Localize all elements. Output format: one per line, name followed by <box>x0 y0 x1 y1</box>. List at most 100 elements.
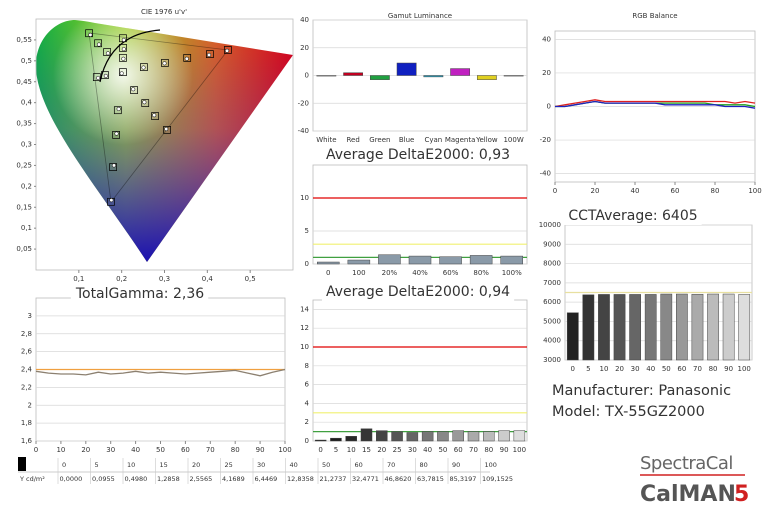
table-cell: 32,4771 <box>352 475 379 483</box>
x-tick-label: Red <box>346 136 359 144</box>
x-tick-label: 60 <box>454 446 463 454</box>
bar <box>408 255 432 265</box>
y-tick-label: -20 <box>540 136 551 144</box>
target-point <box>112 131 120 139</box>
x-tick-label: 20% <box>382 269 398 277</box>
y-tick-label: 2 <box>305 418 309 426</box>
y-tick-label: 0,1 <box>21 224 32 232</box>
bar <box>476 75 497 80</box>
target-point <box>119 68 127 76</box>
x-tick-label: 70 <box>693 365 702 373</box>
table-cell: 4,1689 <box>222 475 245 483</box>
measured-point <box>184 56 189 61</box>
y-tick-label: 5 <box>305 227 309 235</box>
measured-point <box>116 106 121 111</box>
series-line <box>554 99 756 108</box>
x-tick-label: 60 <box>671 187 680 195</box>
target-point <box>119 44 127 52</box>
x-tick-label: 100W <box>503 136 523 144</box>
y-tick-label: 3 <box>28 312 32 320</box>
bar <box>660 293 673 361</box>
target-point <box>92 73 101 81</box>
series-line <box>555 100 756 108</box>
bar <box>396 62 417 76</box>
y-tick-label: 14 <box>300 305 309 313</box>
target-point <box>130 86 138 94</box>
table-header: 30 <box>257 461 265 469</box>
chart-panel: 1,61,822,22,42,62,830 10 20 30 40 50 60 70 80 90 1… <box>21 285 292 454</box>
measured-point <box>105 51 111 56</box>
table-header: 0 <box>62 461 66 469</box>
bar <box>369 75 390 80</box>
y-tick-label: 2,4 <box>21 366 33 374</box>
measured-point <box>142 100 147 105</box>
x-tick-label: 80 <box>231 446 240 454</box>
y-tick-label: 0,4 <box>21 99 33 107</box>
x-tick-label: 90 <box>724 365 733 373</box>
measured-point <box>109 198 114 203</box>
bar <box>330 437 342 442</box>
measured-point <box>164 126 169 132</box>
x-tick-label: 0,4 <box>202 275 214 283</box>
plot-frame <box>312 164 528 265</box>
table-cell: 109,1525 <box>482 475 513 483</box>
table-header: 10 <box>127 461 135 469</box>
chart-title: Gamut Luminance <box>388 12 452 20</box>
target-point <box>183 54 192 62</box>
y-tick-label: 4000 <box>543 337 561 345</box>
plot-frame <box>312 299 528 442</box>
bar <box>498 430 510 442</box>
model: Model: TX-55GZ2000 <box>552 404 705 420</box>
x-tick-label: 20 <box>81 446 90 454</box>
logo-brand: SpectraCal <box>640 453 733 474</box>
table-header: 40 <box>290 461 298 469</box>
y-tick-label: 10000 <box>539 221 561 229</box>
series-line <box>555 100 756 109</box>
bar <box>469 255 493 265</box>
x-tick-label: 20 <box>591 187 600 195</box>
measured-point <box>141 65 146 70</box>
table-header: 100 <box>485 461 497 469</box>
x-tick-label: 90 <box>500 446 509 454</box>
swatch <box>18 457 26 471</box>
table-cell: 2,5565 <box>190 475 213 483</box>
measured-point <box>103 73 108 78</box>
bar <box>722 293 735 361</box>
target-point <box>141 99 150 107</box>
y-tick-label: 9000 <box>543 240 561 248</box>
bar <box>391 431 403 442</box>
x-tick-label: 0,3 <box>159 275 170 283</box>
table-header: 60 <box>355 461 363 469</box>
bar <box>317 261 340 265</box>
y-tick-label: -20 <box>298 99 309 107</box>
x-tick-label: 40% <box>412 269 428 277</box>
y-tick-label: 2,8 <box>21 330 32 338</box>
bar <box>691 293 704 361</box>
x-tick-label: 60% <box>443 269 459 277</box>
table-cell: 63,7815 <box>417 475 444 483</box>
table-header: 5 <box>95 461 99 469</box>
chart-panel: 3000 4000 5000 6000 7000 8000 9000 10000 0 5 10 20 3… <box>539 207 753 373</box>
table-header: 70 <box>387 461 395 469</box>
measured-point <box>119 71 124 76</box>
y-tick-label: 40 <box>300 16 309 24</box>
y-tick-label: 0,5 <box>21 57 32 65</box>
target-point <box>224 46 232 54</box>
bar <box>452 430 464 442</box>
x-tick-label: Magenta <box>445 136 476 144</box>
bar <box>378 254 401 265</box>
bar <box>314 439 327 442</box>
y-tick-label: 2,6 <box>21 348 33 356</box>
x-tick-label: 25 <box>393 446 402 454</box>
target-point <box>94 39 102 48</box>
bar <box>437 431 449 442</box>
target-point <box>140 63 148 71</box>
x-tick-label: 50 <box>156 446 165 454</box>
target-point <box>113 106 122 115</box>
title-background <box>70 285 209 303</box>
target-point <box>119 54 127 62</box>
y-tick-label: 10 <box>300 194 309 202</box>
x-tick-label: 0,2 <box>116 275 127 283</box>
chart-panel: 0,05 0,1 0,15 0,2 0,25 0,3 0,35 0,4 0,45 0,5 0,55 0… <box>16 8 294 283</box>
table-cell: 12,8358 <box>287 475 314 483</box>
